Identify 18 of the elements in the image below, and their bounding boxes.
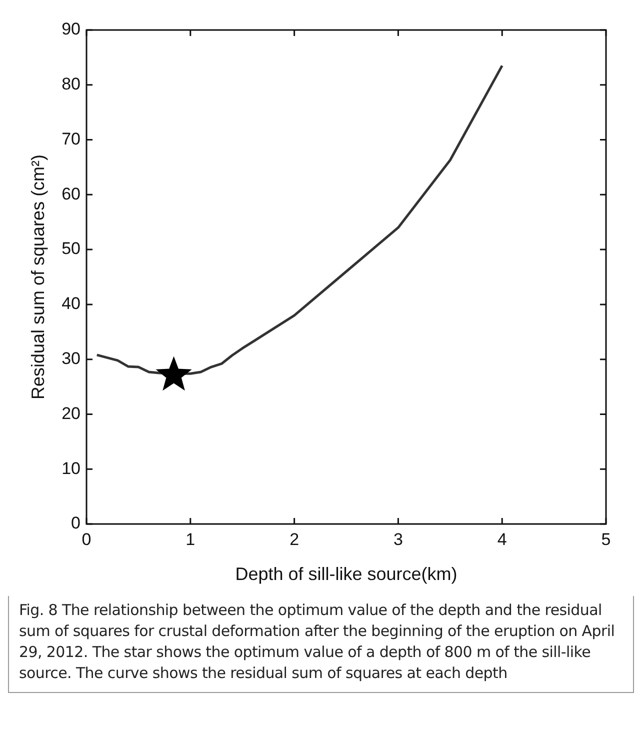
x-tick-label: 3 <box>393 530 403 549</box>
y-tick-label: 20 <box>62 404 81 423</box>
y-tick-label: 60 <box>62 184 81 204</box>
y-tick-label: 70 <box>62 129 81 148</box>
caption: Fig. 8 The relationship between the optimum value of the depth and the residual sum of squares for crustal deformation after the beginning of the eruption on April 29, 2012. The star shows the optimum value of a depth of 800 m of the sill-like source. The curve shows the residual sum of squares at each depth <box>8 596 634 693</box>
y-tick-label: 30 <box>62 349 81 368</box>
y-tick-label: 90 <box>62 20 81 39</box>
y-tick-label: 0 <box>71 514 81 533</box>
x-axis-title: Depth of sill-like source(km) <box>235 564 458 584</box>
y-tick-label: 80 <box>62 74 81 94</box>
x-tick-label: 5 <box>601 530 611 549</box>
x-tick-label: 1 <box>186 530 196 549</box>
y-tick-label: 10 <box>62 458 81 478</box>
y-axis-title: Residual sum of squares (cm²) <box>28 154 48 400</box>
y-tick-label: 50 <box>62 239 81 258</box>
y-tick-label: 40 <box>62 294 81 314</box>
x-tick-label: 4 <box>497 530 507 549</box>
x-tick-label: 2 <box>290 530 300 549</box>
